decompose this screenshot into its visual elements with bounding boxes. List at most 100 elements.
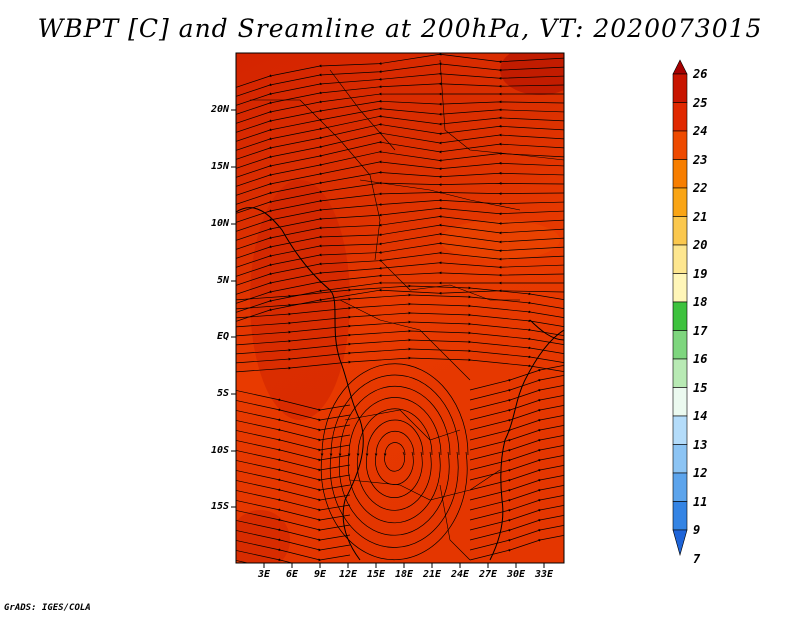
streamline — [469, 375, 564, 401]
colorbar-swatch — [672, 159, 688, 189]
lon-label: 3E — [257, 569, 271, 580]
lon-label: 6E — [285, 569, 299, 580]
colorbar-label: 11 — [693, 494, 708, 509]
streamline — [347, 397, 442, 524]
streamline — [469, 445, 564, 471]
lon-ticks — [263, 563, 545, 568]
colorbar — [672, 59, 688, 557]
colorbar-label: 7 — [693, 551, 701, 566]
colorbar-label: 13 — [693, 437, 708, 452]
colorbar-label: 19 — [693, 266, 708, 281]
colorbar-label: 17 — [693, 323, 708, 338]
country-borders — [250, 59, 564, 561]
lon-label: 27E — [478, 569, 498, 580]
colorbar-label: 16 — [693, 352, 708, 366]
streamline — [236, 450, 351, 472]
streamline — [469, 465, 564, 491]
lat-label: 10S — [210, 445, 229, 456]
streamline — [236, 520, 351, 542]
colorbar-swatch — [672, 273, 688, 303]
chart-title: WBPT [C] and Sreamline at 200hPa, VT: 20… — [37, 14, 763, 43]
streamline — [469, 455, 564, 481]
streamline — [469, 485, 564, 511]
colorbar-swatch — [672, 73, 688, 103]
streamline — [469, 495, 564, 521]
streamline — [236, 460, 351, 482]
streamline — [236, 400, 351, 422]
streamline — [236, 510, 351, 532]
lat-label: EQ — [216, 331, 229, 342]
streamline — [374, 430, 415, 486]
streamline — [356, 408, 433, 511]
streamline — [469, 475, 564, 501]
streamline — [365, 419, 424, 498]
streamline — [236, 470, 351, 492]
colorbar-swatch — [672, 472, 688, 502]
streamline — [236, 500, 351, 522]
streamline — [329, 374, 460, 548]
colorbar-label: 23 — [693, 152, 708, 167]
lon-label: 15E — [366, 569, 386, 580]
colorbar-swatch — [672, 444, 688, 474]
colorbar-swatch — [672, 387, 688, 417]
streamline — [236, 356, 564, 373]
streamlines — [236, 53, 564, 563]
lon-label: 21E — [422, 569, 442, 580]
colorbar-swatch — [672, 330, 688, 360]
streamline — [236, 490, 351, 512]
lat-label: 20N — [210, 104, 229, 115]
colorbar-label: 20 — [693, 238, 708, 252]
lon-label: 12E — [338, 569, 358, 580]
streamline — [469, 535, 564, 561]
colorbar-swatch — [672, 501, 688, 531]
colorbar-label: 22 — [693, 181, 708, 195]
lat-label: 5N — [216, 275, 229, 286]
lon-label: 18E — [394, 569, 414, 580]
colorbar-label: 15 — [693, 380, 708, 395]
colorbar-label: 12 — [693, 466, 708, 480]
colorbar-swatch — [672, 301, 688, 331]
streamline — [236, 440, 351, 462]
streamline — [338, 385, 451, 536]
colorbar-swatch — [672, 130, 688, 160]
streamline — [469, 505, 564, 531]
streamline — [383, 442, 406, 472]
lon-label: 24E — [450, 569, 470, 580]
colorbar-swatch — [672, 415, 688, 445]
streamline — [469, 415, 564, 441]
map-frame — [235, 52, 565, 564]
colorbar-label: 18 — [693, 295, 708, 309]
lat-label: 15S — [210, 501, 229, 512]
colorbar-swatch — [672, 244, 688, 274]
colorbar-label: 26 — [693, 67, 708, 81]
lon-label: 33E — [534, 569, 554, 580]
lon-label: 9E — [313, 569, 327, 580]
coastlines — [236, 207, 564, 561]
streamline — [236, 420, 351, 442]
streamline — [469, 435, 564, 461]
streamline — [236, 430, 351, 452]
colorbar-swatch — [672, 358, 688, 388]
colorbar-top-arrow — [672, 59, 688, 75]
colorbar-label: 24 — [693, 124, 708, 138]
credit-text: GrADS: IGES/COLA — [4, 603, 91, 613]
colorbar-label: 14 — [693, 409, 708, 423]
streamline — [236, 480, 351, 502]
streamline — [469, 405, 564, 431]
streamline — [469, 425, 564, 451]
lat-label: 10N — [210, 218, 229, 229]
streamline — [469, 385, 564, 411]
streamline — [236, 390, 351, 412]
streamline — [469, 395, 564, 421]
lat-ticks — [231, 109, 236, 508]
colorbar-label: 25 — [693, 95, 708, 110]
lat-label: 15N — [210, 161, 229, 172]
lon-label: 30E — [506, 569, 526, 580]
streamline — [469, 525, 564, 551]
colorbar-bottom-arrow — [672, 529, 688, 557]
colorbar-swatch — [672, 216, 688, 246]
streamline — [236, 530, 351, 552]
colorbar-label: 9 — [693, 523, 701, 537]
streamline — [320, 363, 469, 561]
